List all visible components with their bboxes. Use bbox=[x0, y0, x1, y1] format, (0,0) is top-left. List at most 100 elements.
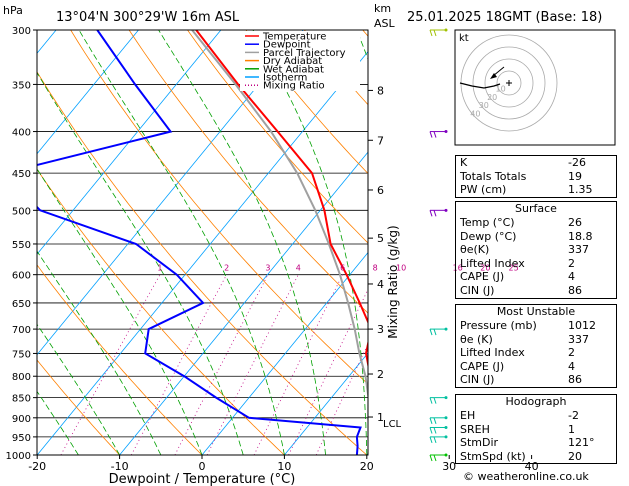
isotherm-line bbox=[37, 30, 222, 255]
pressure-tick-label: 1000 bbox=[6, 451, 31, 462]
mixing-ratio-label: 4 bbox=[296, 264, 301, 273]
surface-row: Temp (°C) 26 bbox=[456, 216, 616, 230]
most-unstable-row: Lifted Index 2 bbox=[456, 346, 616, 360]
isotherm-line bbox=[284, 352, 368, 455]
storm-motion-arrowhead bbox=[490, 73, 497, 79]
indices-row: Totals Totals 19 bbox=[456, 170, 616, 184]
surface-title: Surface bbox=[515, 202, 557, 215]
asl-label: ASL bbox=[374, 17, 396, 30]
lcl-label: LCL bbox=[383, 419, 402, 430]
mixing-ratio-label: 25 bbox=[509, 264, 519, 273]
hodograph-row: EH -2 bbox=[456, 409, 616, 423]
credit-footer: © weatheronline.co.uk bbox=[463, 470, 589, 483]
indices-row: K -26 bbox=[456, 156, 616, 170]
row-value: 86 bbox=[568, 283, 582, 297]
km-tick-label: 8 bbox=[377, 84, 384, 97]
temperature-tick-label: -10 bbox=[111, 460, 129, 473]
legend-entry: Isotherm bbox=[263, 73, 307, 84]
wind-barb-base bbox=[444, 416, 448, 420]
pressure-tick-label: 400 bbox=[12, 128, 31, 139]
row-label: CAPE (J) bbox=[460, 270, 505, 284]
temperature-tick-label: 30 bbox=[442, 460, 456, 473]
row-label: CAPE (J) bbox=[460, 359, 505, 373]
wet-adiabat-line bbox=[37, 168, 203, 455]
mixing-ratio-label: 10 bbox=[396, 264, 406, 273]
row-label: Dewp (°C) bbox=[460, 229, 517, 243]
pressure-tick-label: 850 bbox=[12, 394, 31, 405]
surface-row: Dewp (°C) 18.8 bbox=[456, 230, 616, 244]
km-tick-label: 6 bbox=[377, 184, 384, 197]
temperature-tick-label: -20 bbox=[28, 460, 46, 473]
km-tick-label: 7 bbox=[377, 134, 384, 147]
hodograph-ring-label: 10 bbox=[496, 84, 506, 93]
wind-barb-flag bbox=[433, 397, 437, 404]
row-value: 2 bbox=[568, 346, 575, 360]
row-value: 4 bbox=[568, 270, 575, 284]
wind-barb-base bbox=[444, 396, 448, 400]
wet-adiabat-line bbox=[78, 30, 285, 455]
dewpoint-line bbox=[37, 30, 362, 455]
km-tick-label: 4 bbox=[377, 278, 384, 291]
hodograph-row: StmDir 121° bbox=[456, 436, 616, 450]
most-unstable-row: θe (K) 337 bbox=[456, 333, 616, 347]
wet-adiabat-line bbox=[252, 30, 368, 455]
mixing-ratio-label: 16 bbox=[453, 264, 463, 273]
mixing-ratio-label: 6 bbox=[340, 264, 345, 273]
pressure-tick-label: 750 bbox=[12, 349, 31, 360]
row-value: 20 bbox=[568, 449, 582, 463]
mixing-ratio-label: 8 bbox=[373, 264, 378, 273]
wet-adiabat-line bbox=[158, 30, 326, 455]
pressure-tick-label: 500 bbox=[12, 206, 31, 217]
wind-barb-flag bbox=[429, 29, 433, 37]
most-unstable-title: Most Unstable bbox=[496, 305, 576, 318]
most-unstable-table: Most Unstable Pressure (mb) 1012 θe (K) 33… bbox=[455, 304, 617, 388]
row-value: 26 bbox=[568, 216, 582, 229]
row-label: Totals Totals bbox=[460, 169, 527, 183]
row-value: 18.8 bbox=[568, 229, 593, 243]
row-label: K bbox=[460, 156, 468, 169]
km-tick-label: 3 bbox=[377, 323, 384, 336]
wind-barb-flag bbox=[429, 427, 433, 434]
pressure-tick-label: 650 bbox=[12, 299, 31, 310]
wind-barb-flag bbox=[429, 328, 433, 336]
row-label: Pressure (mb) bbox=[460, 319, 537, 332]
hodograph-ring-label: 20 bbox=[487, 93, 497, 102]
wind-barb-base bbox=[444, 327, 448, 331]
row-value: 337 bbox=[568, 332, 589, 346]
row-value: -26 bbox=[568, 156, 586, 169]
mixing-ratio-line bbox=[60, 274, 161, 455]
row-label: SREH bbox=[460, 422, 490, 436]
wind-barb-base bbox=[444, 208, 448, 212]
pressure-tick-label: 350 bbox=[12, 80, 31, 91]
isotherm-line bbox=[37, 30, 304, 356]
temperature-tick-label: 10 bbox=[277, 460, 291, 473]
surface-table: Surface Temp (°C) 26 Dewp (°C) 18.8 θe(K) 3… bbox=[455, 201, 617, 299]
wind-barb-flag bbox=[433, 131, 437, 138]
temperature-tick-label: 0 bbox=[199, 460, 206, 473]
hodograph-row: StmSpd (kt) 20 bbox=[456, 450, 616, 464]
pressure-tick-label: 700 bbox=[12, 325, 31, 336]
isotherm-line bbox=[37, 30, 139, 155]
surface-row: θe(K) 337 bbox=[456, 243, 616, 257]
row-value: 1 bbox=[568, 422, 575, 436]
dry-adiabat-line bbox=[37, 359, 120, 455]
row-label: CIN (J) bbox=[460, 283, 495, 297]
hodograph-trace bbox=[459, 82, 501, 89]
wind-barb-flag bbox=[433, 417, 437, 424]
surface-row: CIN (J) 86 bbox=[456, 284, 616, 298]
row-value: 4 bbox=[568, 359, 575, 373]
row-value: 19 bbox=[568, 169, 582, 183]
location-title: 13°04'N 300°29'W 16m ASL bbox=[56, 10, 240, 25]
mixing-ratio-line bbox=[130, 274, 227, 455]
row-value: 337 bbox=[568, 243, 589, 257]
row-label: PW (cm) bbox=[460, 183, 507, 197]
legend-entry: Temperature bbox=[262, 32, 326, 43]
wind-barb-flag bbox=[433, 427, 437, 434]
pressure-tick-label: 450 bbox=[12, 169, 31, 180]
hodograph-table: Hodograph EH -2 SREH 1 StmDir 121° StmSpd (… bbox=[455, 394, 617, 465]
wind-barb-flag bbox=[429, 454, 433, 462]
mixing-ratio-label: 1 bbox=[157, 264, 162, 273]
wind-barb-base bbox=[444, 130, 448, 134]
